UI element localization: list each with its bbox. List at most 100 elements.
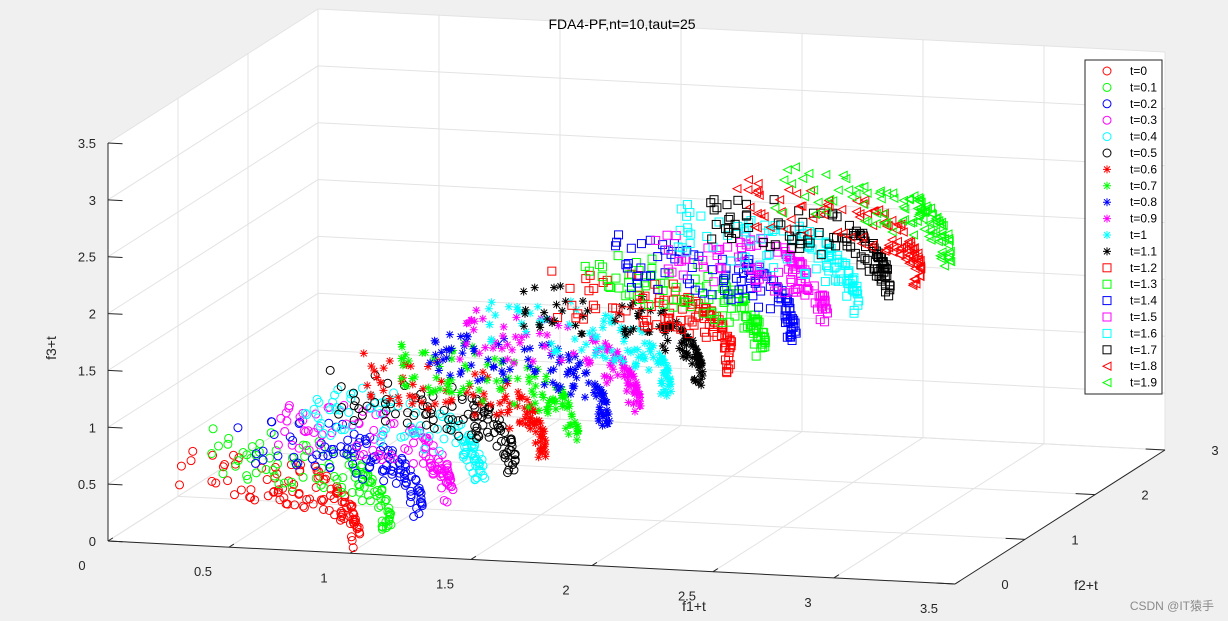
data-point <box>696 375 705 384</box>
data-point <box>592 392 601 401</box>
data-point <box>426 358 435 367</box>
data-point <box>663 389 672 398</box>
data-point <box>426 408 436 418</box>
data-point <box>236 485 246 495</box>
data-point <box>381 495 391 505</box>
data-point <box>778 226 788 236</box>
gridline <box>107 292 319 428</box>
data-point <box>539 393 548 402</box>
data-point <box>327 444 337 454</box>
data-point <box>601 396 610 405</box>
data-point <box>543 409 552 418</box>
data-point <box>660 368 669 377</box>
data-point <box>469 325 478 334</box>
data-point <box>352 524 362 534</box>
data-point <box>659 358 668 367</box>
data-point <box>733 221 743 231</box>
data-point <box>484 304 493 313</box>
data-point <box>678 297 688 307</box>
data-point <box>462 388 471 397</box>
data-point <box>375 437 385 447</box>
data-point <box>242 471 252 481</box>
data-point <box>662 391 671 400</box>
data-point <box>379 386 388 395</box>
data-point <box>213 441 223 451</box>
data-point <box>298 408 308 418</box>
data-point <box>632 381 641 390</box>
data-point <box>723 224 733 234</box>
data-point <box>703 243 713 253</box>
data-point <box>515 338 524 347</box>
legend-label: t=1.4 <box>1130 294 1157 308</box>
data-point <box>367 474 377 484</box>
data-point <box>428 447 438 457</box>
data-point <box>291 458 301 468</box>
data-point <box>634 353 643 362</box>
data-point <box>699 327 709 337</box>
data-point <box>769 195 779 205</box>
data-point <box>561 297 570 306</box>
data-point <box>871 208 882 219</box>
legend-item: t=0.7 <box>1103 179 1157 193</box>
data-point <box>634 266 644 276</box>
data-point <box>795 201 805 211</box>
data-point <box>411 474 421 484</box>
data-point <box>428 415 438 425</box>
z-tick-label: 1.5 <box>78 363 96 378</box>
data-point <box>584 286 594 296</box>
data-point <box>753 178 763 189</box>
data-point <box>471 349 480 358</box>
data-point <box>569 369 578 378</box>
data-point <box>699 302 709 312</box>
legend-label: t=0.6 <box>1130 162 1157 176</box>
data-point <box>305 494 315 504</box>
data-point <box>860 254 870 264</box>
x-tick-label: 3.5 <box>920 601 938 616</box>
data-point <box>772 241 782 251</box>
data-point <box>591 304 601 314</box>
data-point <box>874 271 884 281</box>
data-point <box>513 305 522 314</box>
data-point <box>647 254 657 264</box>
data-point <box>791 287 801 297</box>
data-point <box>645 344 654 353</box>
data-point <box>858 199 869 210</box>
data-point <box>571 313 581 323</box>
data-point <box>699 314 709 324</box>
data-point <box>663 264 673 274</box>
data-point <box>508 460 518 470</box>
data-point <box>504 302 513 311</box>
data-point <box>541 452 550 461</box>
data-point <box>572 373 581 382</box>
data-point <box>1102 296 1112 306</box>
data-point <box>808 208 818 218</box>
data-point <box>505 424 514 433</box>
data-point <box>434 446 444 456</box>
data-point <box>613 251 623 261</box>
data-point <box>379 476 389 486</box>
data-point <box>437 377 446 386</box>
data-point <box>510 455 520 465</box>
legend: t=0 t=0.1 t=0.2 t=0.3 t=0.4 t=0.5 t=0.6 t=0.7 t=… <box>1084 59 1163 395</box>
z-tick <box>107 199 123 202</box>
data-point <box>462 340 471 349</box>
data-point <box>659 323 669 333</box>
series-t=1.1 <box>519 282 707 390</box>
data-point <box>776 220 786 230</box>
data-point <box>1102 279 1112 289</box>
data-point <box>820 296 830 306</box>
data-point <box>605 343 614 352</box>
data-point <box>743 174 753 185</box>
data-point <box>350 463 360 473</box>
data-point <box>419 384 428 393</box>
data-point <box>821 206 831 217</box>
data-point <box>752 282 762 292</box>
data-point <box>273 485 283 495</box>
data-point <box>573 427 582 436</box>
data-point <box>1102 82 1112 92</box>
data-point <box>802 268 812 278</box>
data-point <box>636 401 645 410</box>
data-point <box>685 239 695 249</box>
data-point <box>639 321 649 331</box>
data-point <box>690 285 700 295</box>
